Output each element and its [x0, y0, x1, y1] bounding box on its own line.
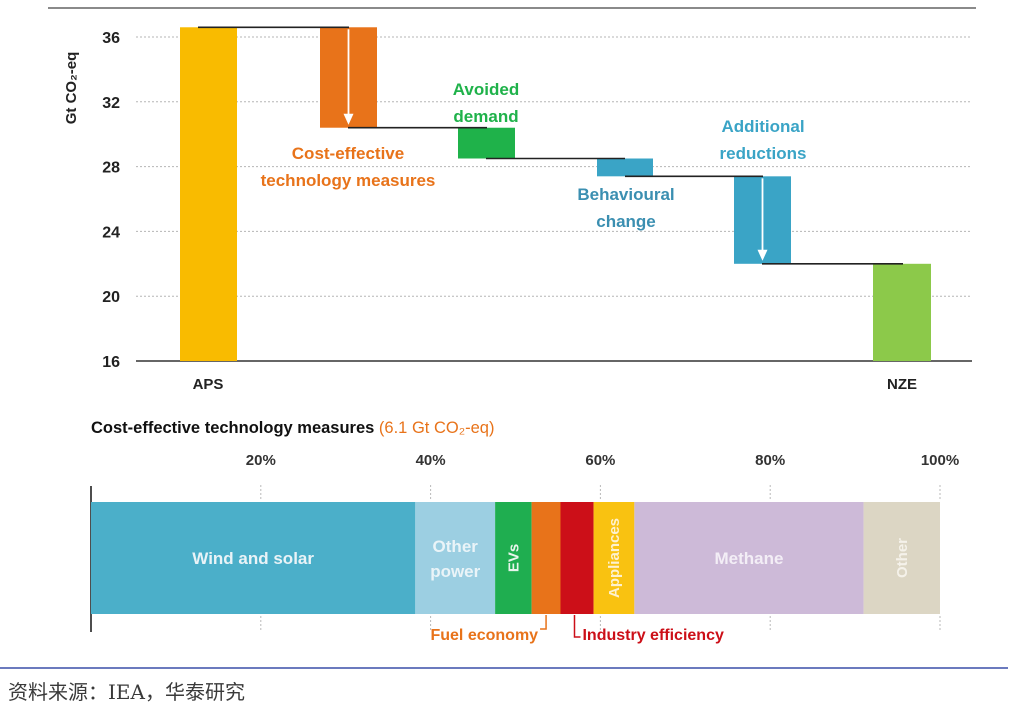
- y-tick-label: 28: [102, 160, 120, 177]
- annotation-label: Additional: [721, 117, 804, 136]
- annotation-label: demand: [453, 107, 518, 126]
- x-category-label: NZE: [887, 376, 917, 393]
- annotation-label: Avoided: [453, 80, 519, 99]
- x-tick-label: 80%: [755, 452, 785, 469]
- segment-label: EVs: [505, 544, 522, 572]
- segment-label: Appliances: [606, 518, 623, 598]
- breakdown-title: Cost-effective technology measures (6.1 …: [91, 419, 494, 437]
- waterfall-bar: [873, 263, 931, 361]
- segment-label: Methane: [714, 549, 783, 568]
- segment-label: power: [430, 562, 480, 581]
- y-tick-label: 20: [102, 289, 120, 306]
- waterfall-bar: [597, 158, 653, 177]
- stacked-segment: [91, 502, 416, 614]
- callout-label: Industry efficiency: [582, 627, 723, 644]
- x-tick-label: 100%: [921, 452, 959, 469]
- waterfall-bar: [180, 27, 237, 362]
- callout-line: [573, 615, 581, 638]
- annotation-label: reductions: [720, 144, 807, 163]
- waterfall-bar: [458, 127, 515, 159]
- x-tick-label: 20%: [246, 452, 276, 469]
- annotation-label: Behavioural: [577, 185, 674, 204]
- stacked-segment: [531, 502, 561, 614]
- y-tick-label: 24: [102, 224, 120, 241]
- annotation-label: Cost-effective: [292, 144, 404, 163]
- annotation-label: technology measures: [261, 171, 436, 190]
- stacked-segment: [634, 502, 864, 614]
- annotation-label: change: [596, 212, 656, 231]
- segment-label: Wind and solar: [192, 549, 314, 568]
- x-category-label: APS: [193, 376, 224, 393]
- stacked-segment: [560, 502, 594, 614]
- y-axis-label: Gt CO₂-eq: [63, 52, 80, 125]
- breakdown-title-suffix: (6.1 Gt CO₂-eq): [379, 419, 495, 437]
- arrow-head: [757, 249, 768, 261]
- source-note: 资料来源：IEA，华泰研究: [8, 680, 245, 704]
- arrow-head: [343, 113, 354, 125]
- breakdown-title-main: Cost-effective technology measures: [91, 419, 379, 437]
- stacked-segment: [415, 502, 496, 614]
- x-tick-label: 60%: [585, 452, 615, 469]
- stacked-segment: [863, 502, 940, 614]
- segment-label: Other: [894, 538, 911, 578]
- segment-label: Other: [433, 537, 479, 556]
- y-tick-label: 36: [102, 30, 120, 47]
- y-tick-label: 16: [102, 354, 120, 371]
- x-tick-label: 40%: [416, 452, 446, 469]
- callout-line: [540, 615, 547, 630]
- stacked-segment: [593, 502, 635, 614]
- callout-label: Fuel economy: [430, 627, 538, 644]
- stacked-segment: [495, 502, 532, 614]
- y-tick-label: 32: [102, 95, 120, 112]
